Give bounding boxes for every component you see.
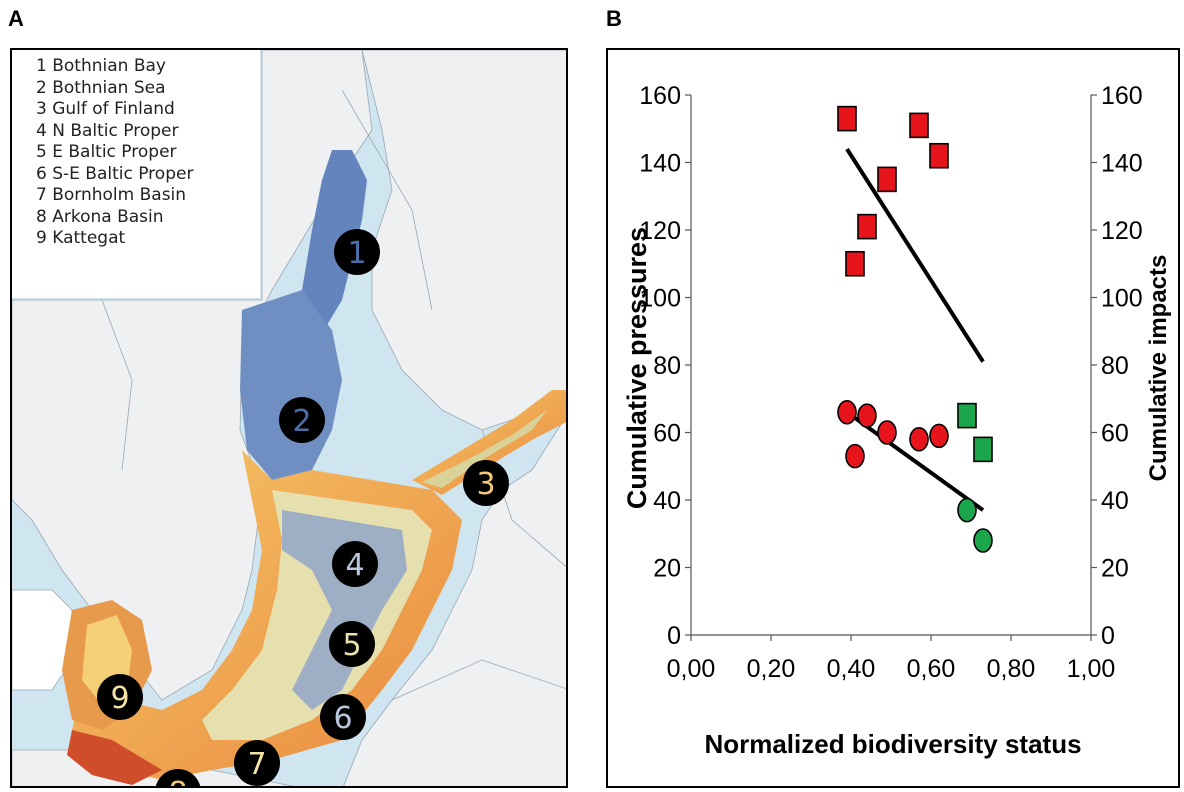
sea-danish-straits: [67, 730, 162, 785]
sea-gulf-of-finland-inner: [422, 410, 547, 488]
baltic-sea-map: 1 2 3 4 5 6 7 8: [12, 50, 566, 788]
land-scandinavia: [12, 50, 373, 701]
svg-text:8: 8: [168, 776, 187, 788]
square-point: [877, 166, 897, 193]
legend-item: 6 S-E Baltic Proper: [36, 163, 194, 184]
y-tick-label-right: 20: [1101, 555, 1129, 583]
y-tick-label-left: 0: [667, 622, 681, 650]
circle-point: [957, 497, 977, 523]
region-marker-7: 7: [234, 740, 280, 786]
circle-point: [845, 443, 865, 469]
region-marker-2: 2: [279, 397, 325, 443]
trendline: [845, 410, 985, 512]
circle-point: [857, 403, 877, 428]
square-point: [857, 213, 877, 240]
circle-point: [929, 423, 949, 449]
y-tick-label-right: 80: [1101, 352, 1129, 380]
y-tick-label-right: 160: [1101, 82, 1143, 110]
baltic-sea-map-panel: 1 2 3 4 5 6 7 8: [10, 48, 568, 788]
y-axis-label-right: Cumulative impacts: [1145, 255, 1172, 482]
svg-text:2: 2: [292, 404, 311, 439]
y-axis-label-left: Cumulative pressures: [622, 227, 652, 509]
svg-text:4: 4: [345, 548, 364, 583]
square-point: [845, 250, 865, 277]
x-tick-label: 0,00: [667, 655, 716, 683]
region-marker-8: 8: [155, 769, 201, 788]
y-tick-label-right: 100: [1101, 285, 1143, 313]
legend-item: 1 Bothnian Bay: [36, 56, 166, 76]
y-tick-label-left: 20: [653, 555, 681, 583]
y-tick-label-left: 80: [653, 352, 681, 380]
svg-text:5: 5: [342, 628, 361, 663]
y-tick-label-right: 40: [1101, 487, 1129, 515]
chart-axes: [685, 94, 1097, 641]
legend-item: 2 Bothnian Sea: [36, 77, 166, 98]
y-tick-label-left: 160: [639, 82, 681, 110]
x-tick-label: 0,60: [907, 655, 956, 683]
circle-point: [837, 399, 857, 425]
legend-item: 3 Gulf of Finland: [36, 99, 175, 119]
sea-bothnian-bay: [302, 150, 367, 325]
svg-text:1: 1: [347, 236, 366, 271]
square-point: [957, 402, 977, 429]
svg-text:3: 3: [476, 467, 495, 502]
panel-b-letter: B: [606, 6, 622, 31]
legend-item: 9 Kattegat: [36, 228, 126, 248]
scatter-chart-panel: 0 0 20 20 40 40 60 60 80 80 100 100 120 120 140 140 160 1…: [606, 48, 1180, 788]
legend-item: 5 E Baltic Proper: [36, 142, 177, 162]
region-marker-1: 1: [334, 229, 380, 275]
region-legend: 1 Bothnian Bay 2 Bothnian Sea 3 Gulf of …: [12, 50, 260, 298]
circle-point: [909, 426, 929, 452]
region-marker-6: 6: [320, 694, 366, 740]
y-tick-label-left: 100: [639, 285, 681, 313]
svg-text:6: 6: [333, 701, 352, 736]
region-marker-5: 5: [329, 621, 375, 667]
x-tick-label: 0,40: [827, 655, 876, 683]
legend-item: 8 Arkona Basin: [36, 206, 164, 227]
trendline: [845, 147, 985, 363]
y-tick-label-left: 60: [653, 420, 681, 448]
legend-item: 7 Bornholm Basin: [36, 185, 187, 205]
y-tick-label-left: 120: [639, 217, 681, 245]
svg-text:7: 7: [247, 747, 266, 782]
region-marker-4: 4: [332, 541, 378, 587]
tick-labels: 0 0 20 20 40 40 60 60 80 80 100 100 120 120 140 140 160 1…: [639, 82, 1142, 683]
svg-text:9: 9: [110, 681, 129, 716]
y-tick-label-right: 120: [1101, 217, 1143, 245]
x-tick-label: 1,00: [1067, 655, 1116, 683]
x-axis-label: Normalized biodiversity status: [704, 729, 1081, 759]
x-tick-label: 0,20: [747, 655, 796, 683]
square-point: [973, 436, 993, 463]
x-tick-label: 0,80: [987, 655, 1036, 683]
y-tick-label-left: 140: [639, 150, 681, 178]
region-marker-9: 9: [97, 674, 143, 720]
panel-a-letter: A: [8, 6, 24, 31]
square-point: [909, 112, 929, 139]
region-marker-3: 3: [463, 460, 509, 506]
trendlines: [845, 147, 985, 512]
y-tick-label-left: 40: [653, 487, 681, 515]
legend-item: 4 N Baltic Proper: [36, 120, 179, 141]
y-tick-label-right: 140: [1101, 150, 1143, 178]
y-tick-label-right: 60: [1101, 420, 1129, 448]
land-finland: [361, 50, 566, 431]
square-point: [837, 105, 857, 132]
y-tick-label-right: 0: [1101, 622, 1115, 650]
circle-point: [877, 420, 897, 445]
border-lines: [101, 89, 566, 701]
square-point: [929, 142, 949, 169]
circle-point: [973, 528, 993, 553]
scatter-chart: 0 0 20 20 40 40 60 60 80 80 100 100 120 120 140 140 160 1…: [622, 82, 1172, 759]
data-points: [837, 105, 993, 553]
